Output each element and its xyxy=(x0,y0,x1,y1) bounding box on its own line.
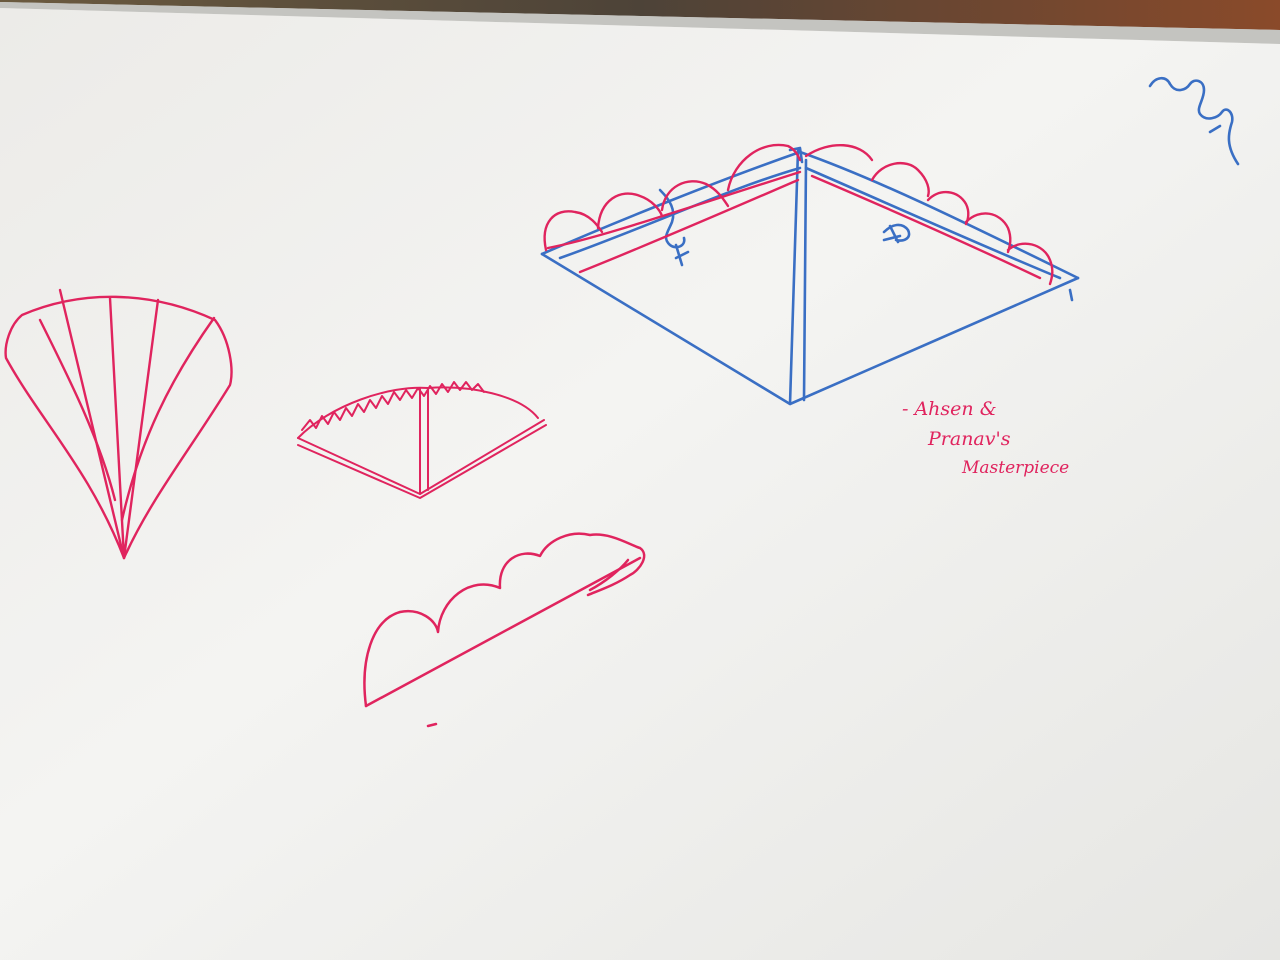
caption-line-1: - Ahsen & xyxy=(902,398,997,420)
board-frame xyxy=(0,2,1280,44)
red-zigzag-umbrella-sketch xyxy=(297,381,547,499)
wall-strip xyxy=(0,0,1280,30)
caption-line-2: Pranav's xyxy=(928,428,1011,450)
blue-umbrella-sketch xyxy=(540,76,1240,406)
board-surface xyxy=(0,8,1280,960)
red-fan-sketch xyxy=(4,288,233,560)
caption-line-3: Masterpiece xyxy=(962,458,1070,478)
red-scallop-strip-sketch xyxy=(363,532,646,728)
